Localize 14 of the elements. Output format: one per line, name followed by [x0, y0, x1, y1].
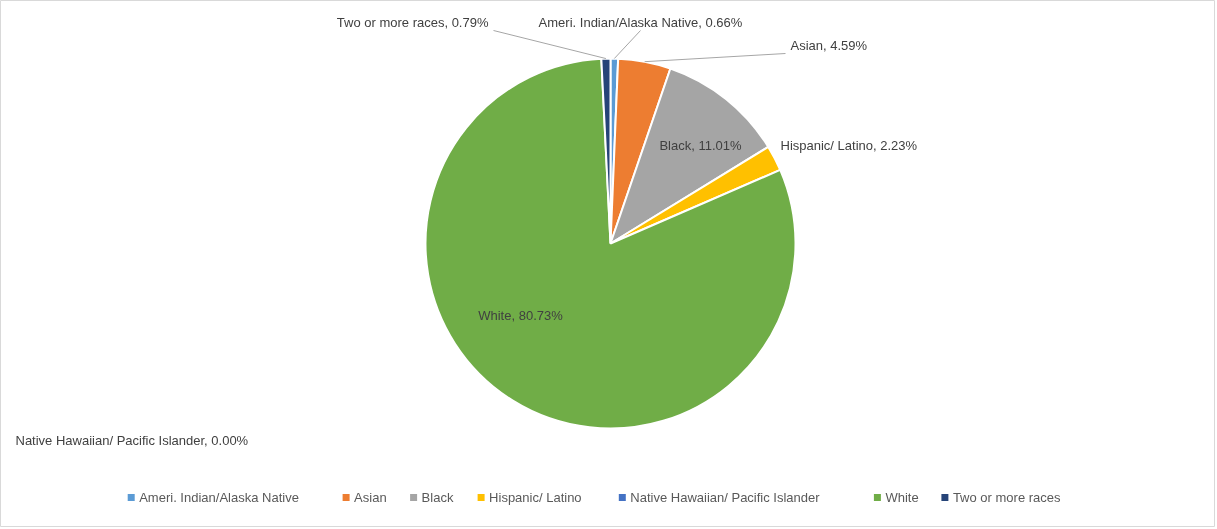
data-label: Black, 11.01% — [659, 138, 743, 153]
legend-label: Native Hawaiian/ Pacific Islander — [630, 490, 821, 505]
legend-label: Black — [421, 490, 454, 505]
data-label: Hispanic/ Latino, 2.23% — [780, 138, 918, 153]
legend-label: Asian — [354, 490, 387, 505]
data-label: Two or more races, 0.79% — [336, 15, 489, 30]
text: Native Hawaiian/ Pacific Islander, 0.00% — [15, 433, 249, 448]
data-label: Asian, 4.59% — [790, 38, 868, 53]
legend-label: Hispanic/ Latino — [489, 490, 582, 505]
legend-label: White — [885, 490, 919, 505]
data-label: Ameri. Indian/Alaska Native, 0.66% — [538, 15, 743, 30]
data-label: White, 80.73% — [478, 308, 564, 323]
legend-label: Two or more races — [952, 490, 1062, 505]
legend-label: Ameri. Indian/Alaska Native — [139, 490, 299, 505]
